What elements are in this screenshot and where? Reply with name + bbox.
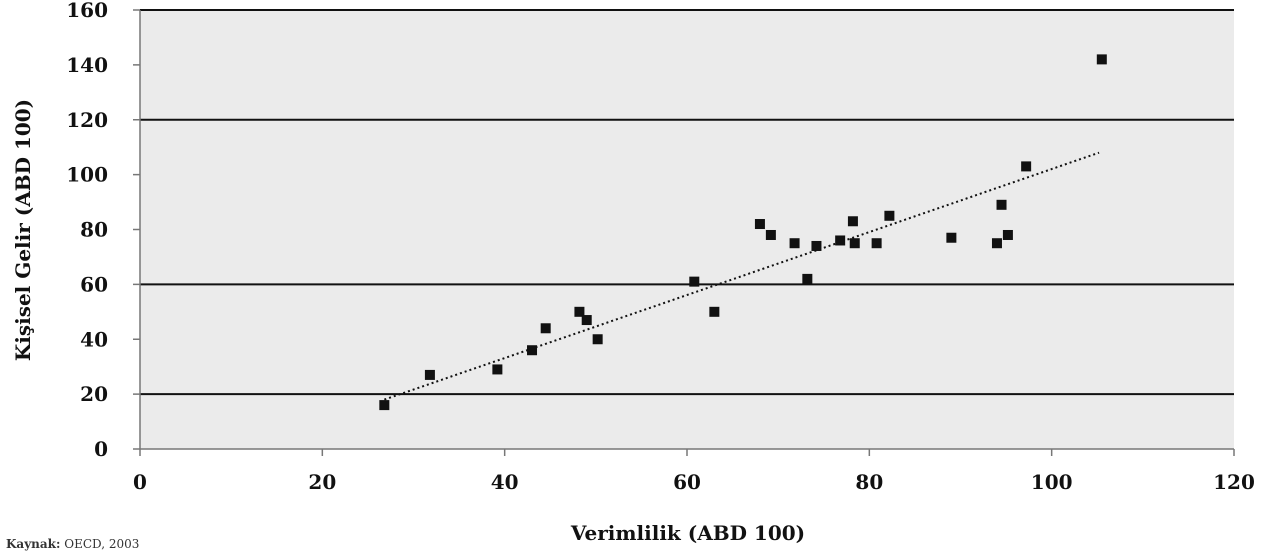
y-axis-ticks: 0 20 40 60 80 100 120 140 160	[66, 0, 140, 461]
y-tick-label: 40	[80, 327, 108, 351]
y-tick-label: 140	[66, 53, 108, 77]
data-point	[991, 238, 1002, 249]
y-tick-label: 0	[94, 437, 108, 461]
source-note: Kaynak: OECD, 2003	[6, 537, 139, 551]
gridlines	[140, 9, 1234, 396]
data-point	[802, 273, 813, 284]
y-tick-label: 160	[66, 0, 108, 22]
source-label: Kaynak:	[6, 537, 61, 551]
data-point	[789, 238, 800, 249]
data-point	[1021, 161, 1032, 172]
y-axis-title: Kişisel Gelir (ABD 100)	[11, 99, 35, 361]
x-tick-label: 100	[1031, 470, 1073, 494]
data-point	[709, 306, 720, 317]
plot-area	[140, 10, 1234, 449]
data-point	[424, 369, 435, 380]
data-point	[379, 400, 390, 411]
data-point	[754, 219, 765, 230]
x-axis-ticks: 0 20 40 60 80 100 120	[133, 449, 1255, 494]
data-point	[689, 276, 700, 287]
data-point	[540, 323, 551, 334]
y-tick-label: 80	[80, 218, 108, 242]
x-tick-label: 20	[308, 470, 336, 494]
x-tick-label: 0	[133, 470, 147, 494]
data-point	[765, 229, 776, 240]
data-point	[581, 315, 592, 326]
data-point	[492, 364, 503, 375]
source-text: OECD, 2003	[64, 537, 140, 551]
x-tick-label: 40	[491, 470, 519, 494]
data-point	[1002, 229, 1013, 240]
trend-line	[384, 151, 1100, 401]
y-tick-label: 60	[80, 272, 108, 296]
x-axis-title: Verimlilik (ABD 100)	[570, 521, 805, 545]
data-point	[884, 210, 895, 221]
data-point	[847, 216, 858, 227]
x-tick-label: 60	[673, 470, 701, 494]
data-point	[527, 345, 538, 356]
y-tick-label: 120	[66, 108, 108, 132]
data-point	[996, 199, 1007, 210]
data-point	[811, 240, 822, 251]
y-tick-label: 100	[66, 163, 108, 187]
data-point	[946, 232, 957, 243]
y-tick-label: 20	[80, 382, 108, 406]
data-points	[379, 54, 1107, 411]
x-tick-label: 80	[855, 470, 883, 494]
data-point	[574, 306, 585, 317]
data-point	[835, 235, 846, 246]
data-point	[871, 238, 882, 249]
data-point	[1096, 54, 1107, 65]
data-point	[592, 334, 603, 345]
x-tick-label: 120	[1213, 470, 1255, 494]
data-point	[849, 238, 860, 249]
